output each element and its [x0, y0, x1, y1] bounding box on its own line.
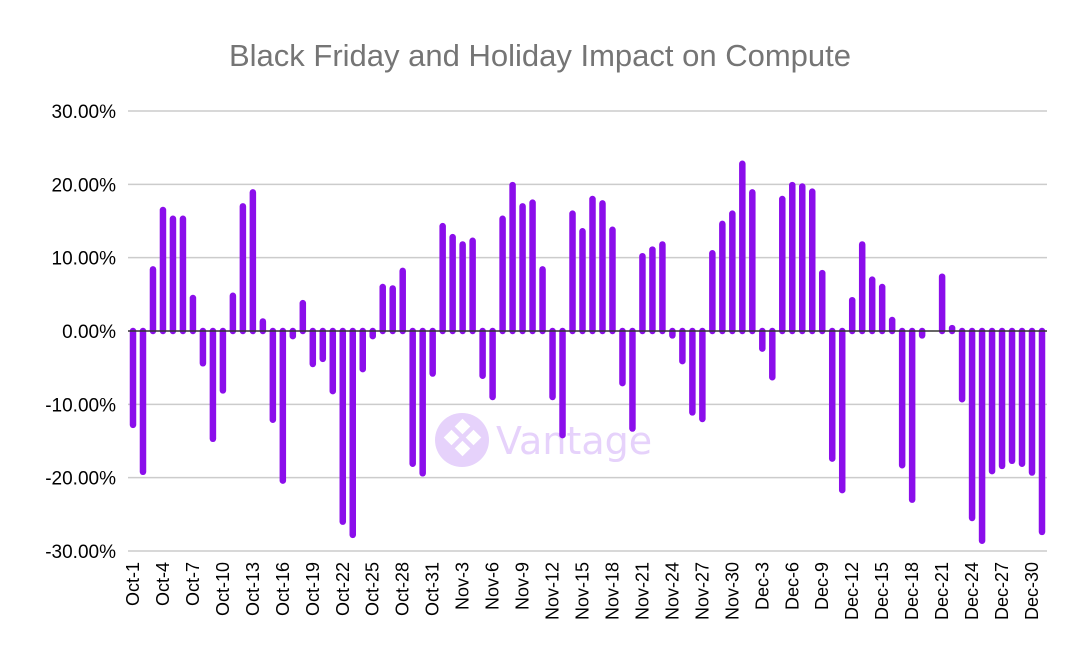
x-tick-label: Nov-18 [602, 562, 622, 620]
vantage-logo-icon [435, 413, 489, 467]
x-tick-label: Dec-21 [932, 562, 952, 620]
x-tick-label: Oct-19 [303, 562, 323, 616]
vantage-watermark: Vantage [435, 413, 652, 467]
y-tick-label: -10.00% [45, 395, 116, 416]
x-tick-label: Dec-24 [962, 562, 982, 620]
y-tick-label: 20.00% [52, 175, 117, 196]
y-tick-label: -30.00% [45, 542, 116, 563]
x-tick-label: Dec-27 [992, 562, 1012, 620]
x-axis-ticks: Oct-1 Oct-4 Oct-7 Oct-10 Oct-13 Oct-16 Oct-19 O… [123, 562, 1042, 620]
x-tick-label: Nov-15 [573, 562, 593, 620]
y-tick-label: 0.00% [62, 322, 116, 343]
y-axis-ticks: 30.00% 20.00% 10.00% 0.00% -10.00% -20.00% -30… [45, 102, 116, 563]
y-tick-label: -20.00% [45, 469, 116, 490]
x-tick-label: Oct-22 [333, 562, 353, 616]
x-tick-label: Oct-4 [153, 562, 173, 606]
x-tick-label: Dec-6 [782, 562, 802, 610]
x-tick-label: Nov-24 [662, 562, 682, 620]
bars [129, 160, 1046, 544]
x-tick-label: Oct-25 [363, 562, 383, 616]
x-tick-label: Nov-21 [632, 562, 652, 620]
x-tick-label: Dec-12 [842, 562, 862, 620]
x-tick-label: Oct-10 [213, 562, 233, 616]
x-tick-label: Nov-30 [722, 562, 742, 620]
x-tick-label: Oct-16 [273, 562, 293, 616]
x-tick-label: Oct-1 [123, 562, 143, 606]
x-tick-label: Nov-27 [692, 562, 712, 620]
x-tick-label: Oct-28 [393, 562, 413, 616]
x-tick-label: Nov-12 [543, 562, 563, 620]
y-tick-label: 30.00% [52, 102, 117, 123]
x-tick-label: Dec-9 [812, 562, 832, 610]
x-tick-label: Nov-9 [513, 562, 533, 610]
x-tick-label: Dec-30 [1022, 562, 1042, 620]
x-tick-label: Dec-3 [752, 562, 772, 610]
x-tick-label: Nov-3 [453, 562, 473, 610]
watermark-text: Vantage [496, 419, 652, 463]
y-tick-label: 10.00% [52, 249, 117, 270]
chart-title: Black Friday and Holiday Impact on Compu… [229, 38, 851, 73]
x-tick-label: Oct-13 [243, 562, 263, 616]
x-tick-label: Oct-31 [423, 562, 443, 616]
x-tick-label: Dec-15 [872, 562, 892, 620]
x-tick-label: Oct-7 [183, 562, 203, 606]
x-tick-label: Dec-18 [902, 562, 922, 620]
x-tick-label: Nov-6 [483, 562, 503, 610]
